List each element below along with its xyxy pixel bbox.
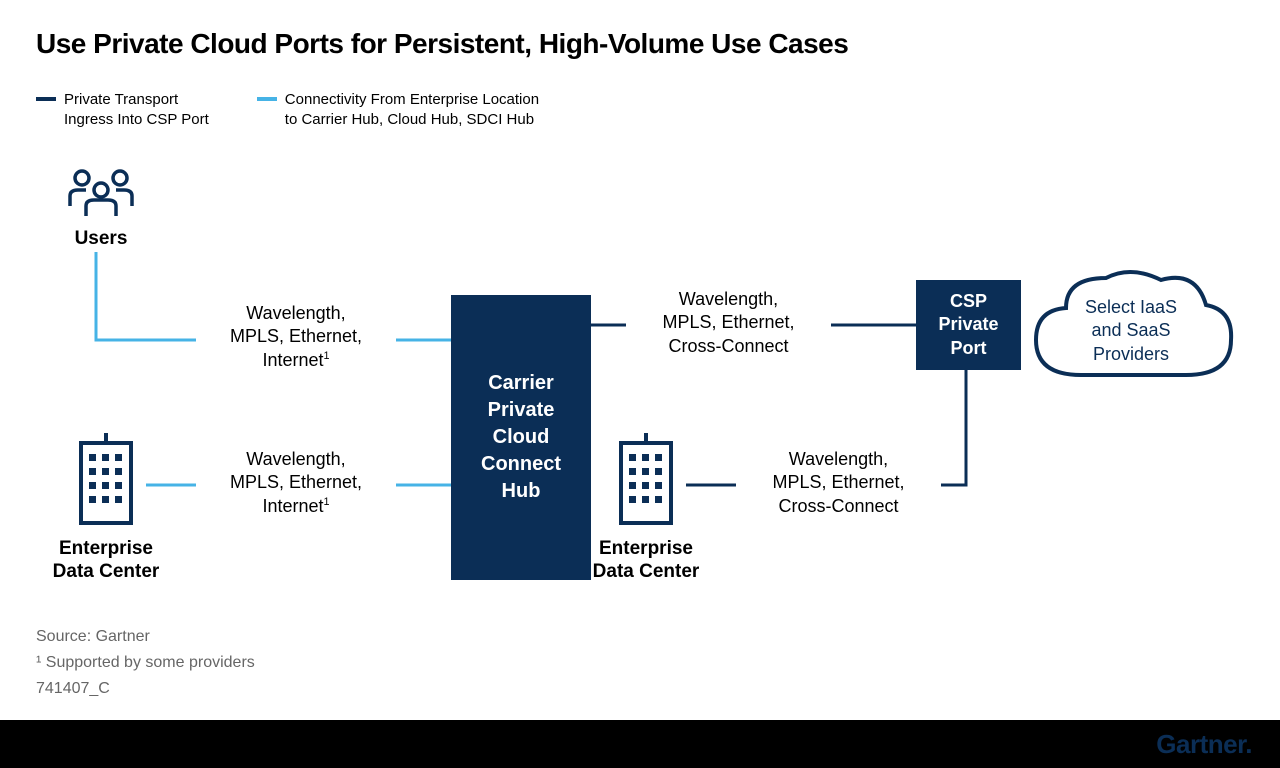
conn-label-users-hub: Wavelength,MPLS, Ethernet,Internet1	[196, 302, 396, 372]
conn-label-hub-csp: Wavelength,MPLS, Ethernet,Cross-Connect	[626, 288, 831, 358]
users-icon	[64, 168, 139, 228]
building-icon-left	[71, 428, 141, 533]
legend-swatch-dark	[36, 97, 56, 101]
legend-swatch-light	[257, 97, 277, 101]
footer-note: ¹ Supported by some providers	[36, 654, 255, 672]
brand-bar: Gartner.	[0, 720, 1280, 768]
conn-label-edcleft-hub: Wavelength,MPLS, Ethernet,Internet1	[196, 448, 396, 518]
main-title: Use Private Cloud Ports for Persistent, …	[36, 28, 848, 60]
footer-source: Source: Gartner	[36, 628, 150, 646]
legend-text-2: Connectivity From Enterprise Locationto …	[285, 90, 539, 129]
users-label: Users	[56, 228, 146, 251]
brand-logo: Gartner.	[1156, 729, 1252, 760]
edc-left-label: EnterpriseData Center	[26, 538, 186, 584]
edc-right-label: EnterpriseData Center	[566, 538, 726, 584]
legend-text-1: Private TransportIngress Into CSP Port	[64, 90, 209, 129]
cloud-label: Select IaaSand SaaSProviders	[1056, 296, 1206, 366]
legend-item-private-transport: Private TransportIngress Into CSP Port	[36, 90, 209, 129]
diagram-canvas: Users EnterpriseData Center CarrierPriva…	[36, 160, 1244, 620]
building-icon-right	[611, 428, 681, 533]
legend-item-connectivity: Connectivity From Enterprise Locationto …	[257, 90, 539, 129]
csp-port-box: CSPPrivatePort	[916, 280, 1021, 370]
legend: Private TransportIngress Into CSP Port C…	[36, 90, 539, 129]
conn-label-edcright-csp: Wavelength,MPLS, Ethernet,Cross-Connect	[736, 448, 941, 518]
footer-id: 741407_C	[36, 680, 110, 698]
